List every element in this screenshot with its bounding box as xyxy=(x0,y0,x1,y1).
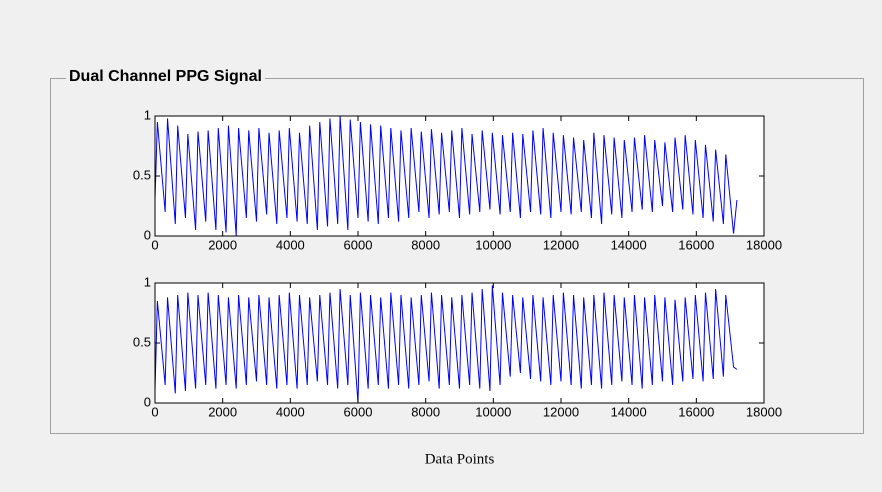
x-tick-label: 14000 xyxy=(611,237,647,252)
x-tick-label: 0 xyxy=(151,237,158,252)
x-axis-label: Data Points xyxy=(425,451,495,467)
x-tick-label: 16000 xyxy=(678,404,714,419)
x-tick-label: 6000 xyxy=(344,237,373,252)
y-tick-label: 1 xyxy=(144,274,151,289)
x-tick-label: 0 xyxy=(151,404,158,419)
y-tick-label: 0 xyxy=(144,394,151,409)
panel-title: Dual Channel PPG Signal xyxy=(66,68,265,86)
x-tick-label: 14000 xyxy=(611,404,647,419)
x-tick-label: 16000 xyxy=(678,237,714,252)
y-tick-label: 0 xyxy=(144,227,151,242)
y-tick-label: 1 xyxy=(144,107,151,122)
x-tick-label: 4000 xyxy=(276,237,305,252)
signal-line xyxy=(154,115,738,237)
x-tick-label: 18000 xyxy=(746,237,782,252)
signal-line xyxy=(154,285,738,404)
x-tick-label: 2000 xyxy=(208,404,237,419)
panel xyxy=(50,78,864,434)
x-tick-label: 12000 xyxy=(543,237,579,252)
x-tick-label: 4000 xyxy=(276,404,305,419)
x-tick-label: 2000 xyxy=(208,237,237,252)
x-tick-label: 12000 xyxy=(543,404,579,419)
x-tick-label: 18000 xyxy=(746,404,782,419)
x-tick-label: 10000 xyxy=(475,404,511,419)
x-tick-label: 8000 xyxy=(411,404,440,419)
x-tick-label: 6000 xyxy=(344,404,373,419)
x-tick-label: 10000 xyxy=(475,237,511,252)
y-tick-label: 0.5 xyxy=(133,167,151,182)
x-tick-label: 8000 xyxy=(411,237,440,252)
y-tick-label: 0.5 xyxy=(133,334,151,349)
